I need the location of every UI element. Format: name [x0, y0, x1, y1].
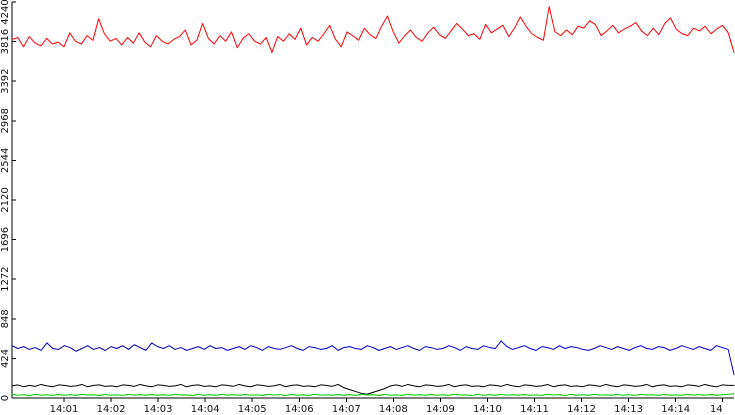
x-tick-label: 14:05 — [238, 404, 267, 415]
x-tick-label: 14 — [710, 404, 723, 415]
y-tick-label: 2968 — [0, 108, 11, 133]
y-tick-label: 1272 — [0, 266, 11, 291]
x-tick-label: 14:12 — [567, 404, 596, 415]
x-tick-label: 14:11 — [520, 404, 549, 415]
y-tick-label: 0 — [0, 395, 11, 401]
y-tick-label: 2544 — [0, 148, 11, 173]
x-tick-label: 14:03 — [144, 404, 173, 415]
y-tick-label: 3816 — [0, 29, 11, 54]
x-tick-label: 14:08 — [379, 404, 408, 415]
series-line-3 — [11, 383, 735, 395]
y-tick-label: 3392 — [0, 68, 11, 93]
x-tick-label: 14:01 — [50, 404, 79, 415]
x-tick-label: 14:02 — [97, 404, 126, 415]
y-tick-label: 4240 — [0, 0, 11, 25]
series-line-1 — [11, 6, 735, 53]
x-tick-label: 14:10 — [473, 404, 502, 415]
x-tick-label: 14:13 — [614, 404, 643, 415]
x-tick-label: 14:06 — [285, 404, 314, 415]
x-tick-label: 14:04 — [191, 404, 220, 415]
series-line-2 — [11, 340, 735, 376]
x-tick-label: 14:09 — [426, 404, 455, 415]
series-line-4 — [11, 393, 735, 397]
x-tick-label: 14:14 — [661, 404, 690, 415]
y-tick-label: 848 — [0, 309, 11, 328]
y-tick-label: 424 — [0, 349, 11, 368]
y-tick-label: 1696 — [0, 227, 11, 252]
y-tick-label: 2120 — [0, 187, 11, 212]
x-tick-label: 14:07 — [332, 404, 361, 415]
